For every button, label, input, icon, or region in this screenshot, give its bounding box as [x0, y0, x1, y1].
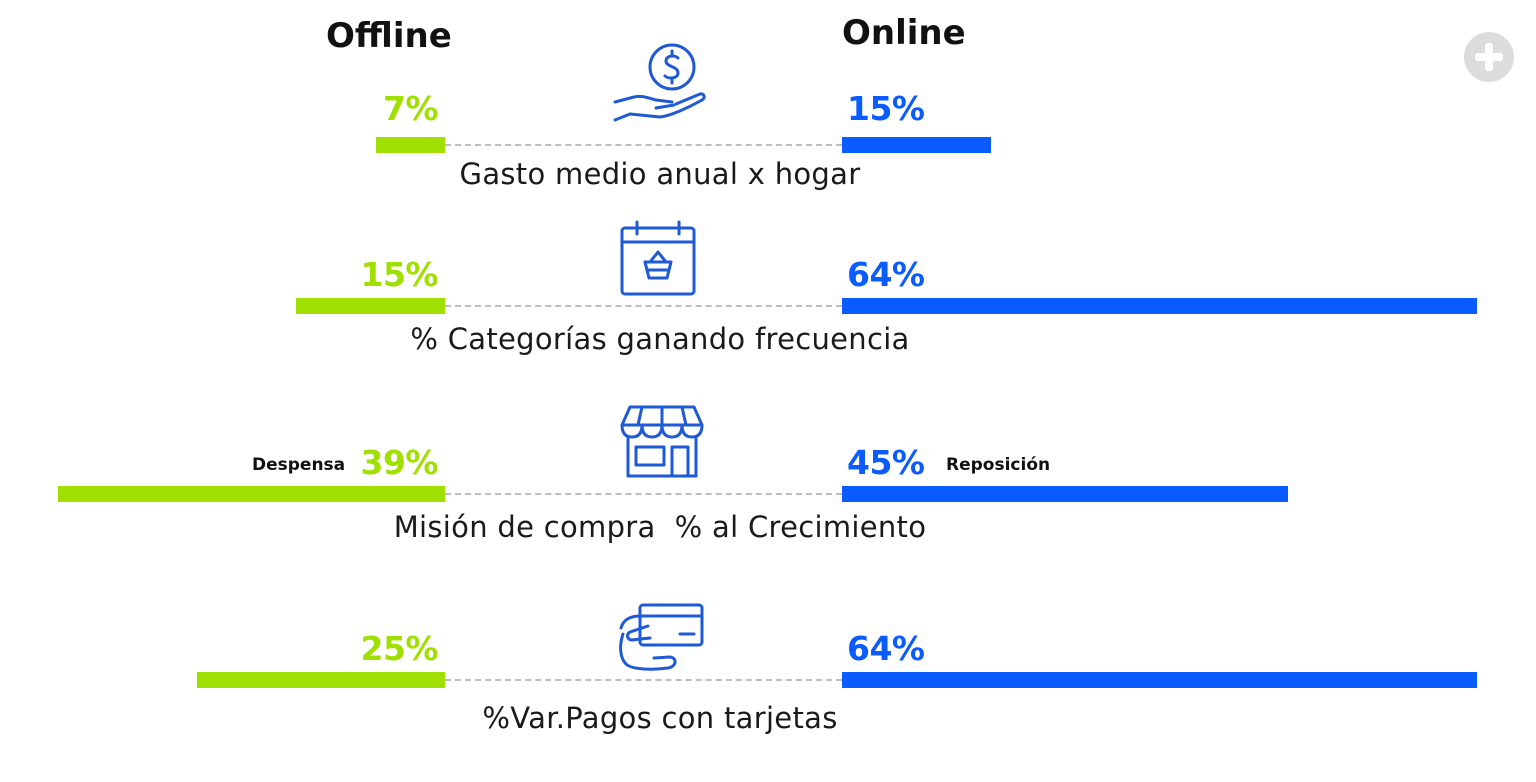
online-header: Online: [842, 13, 966, 53]
online-value-label: 64%: [847, 255, 925, 294]
dashed-connector: [445, 305, 842, 307]
online-bar: [842, 298, 1477, 314]
offline-header: Offline: [326, 16, 452, 56]
offline-bar: [197, 672, 445, 688]
online-value-label: 45%: [847, 443, 925, 482]
plus-icon[interactable]: [1464, 32, 1514, 82]
online-value-label: 64%: [847, 629, 925, 668]
offline-annotation: Despensa: [252, 455, 346, 475]
offline-bar: [375, 137, 445, 153]
store-icon: [620, 405, 704, 479]
offline-value-label: 39%: [360, 443, 439, 482]
money-hand-icon: [612, 42, 708, 132]
offline-bar: [296, 298, 445, 314]
metric-label: % Categorías ganando frecuencia: [410, 322, 910, 356]
online-bar: [842, 672, 1477, 688]
metric-label: Misión de compra % al Crecimiento: [393, 510, 927, 544]
online-value-label: 15%: [847, 89, 925, 128]
offline-value-label: 7%: [382, 89, 439, 128]
calendar-basket-icon: [620, 220, 696, 296]
metric-label: %Var.Pagos con tarjetas: [482, 701, 838, 735]
card-payment-icon: [614, 602, 708, 674]
online-bar: [842, 486, 1289, 502]
offline-bar: [58, 486, 445, 502]
offline-value-label: 15%: [360, 255, 439, 294]
online-annotation: Reposición: [946, 455, 1051, 475]
offline-value-label: 25%: [360, 629, 439, 668]
online-bar: [842, 137, 991, 153]
metric-label: Gasto medio anual x hogar: [459, 157, 861, 191]
dashed-connector: [445, 679, 842, 681]
dashed-connector: [445, 144, 842, 146]
dashed-connector: [445, 493, 842, 495]
